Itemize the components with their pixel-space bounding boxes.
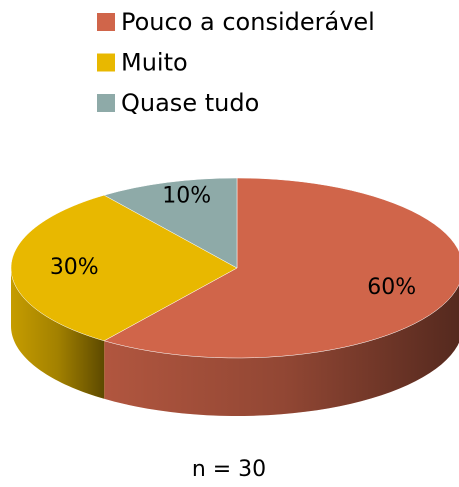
slice bbox=[10, 194, 238, 342]
legend-swatch bbox=[97, 13, 115, 31]
side-shade bbox=[104, 284, 459, 416]
note: n = 30 bbox=[192, 457, 266, 482]
value-label: 30% bbox=[50, 255, 99, 280]
legend-label: Pouco a considerável bbox=[121, 8, 375, 36]
legend-label: Quase tudo bbox=[121, 89, 259, 117]
value-label: 10% bbox=[162, 183, 211, 208]
value-label: 60% bbox=[367, 275, 416, 300]
legend-label: Muito bbox=[121, 49, 188, 77]
slice bbox=[103, 177, 459, 359]
side-shade bbox=[11, 268, 105, 399]
legend-swatch bbox=[97, 94, 115, 112]
legend-swatch bbox=[97, 53, 115, 72]
slice bbox=[103, 177, 238, 269]
